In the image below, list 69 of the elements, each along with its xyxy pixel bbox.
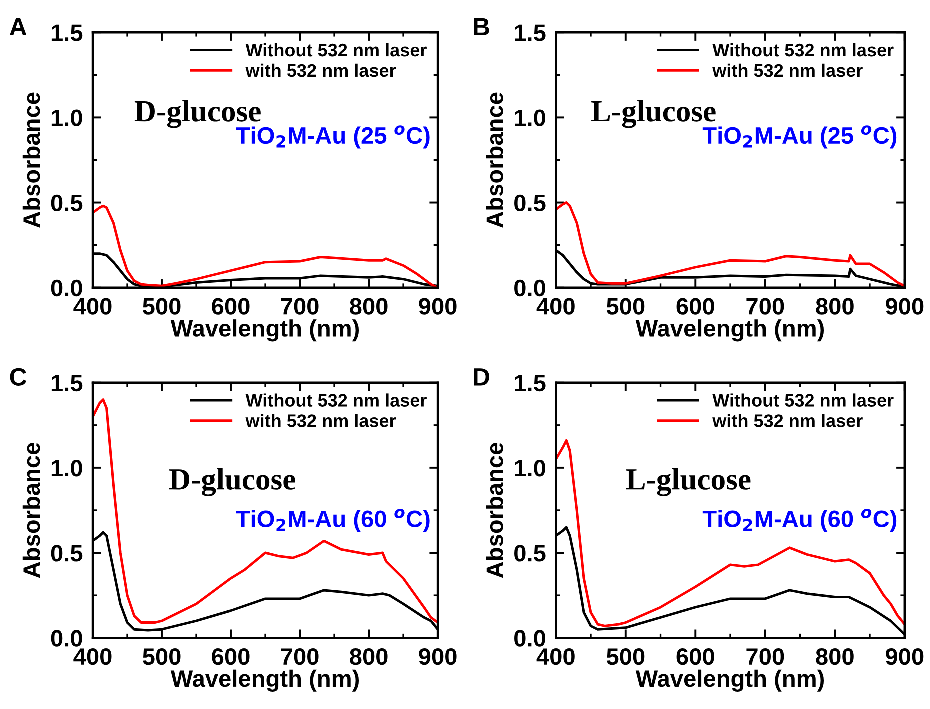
x-tick-label: 400 bbox=[536, 298, 575, 315]
chart-title: D bbox=[474, 368, 490, 386]
legend-label: with 532 nm laser bbox=[246, 414, 396, 428]
x-tick-label: 700 bbox=[281, 648, 319, 666]
y-axis-title: Absorbance bbox=[22, 92, 40, 228]
y-tick-label: 0.5 bbox=[514, 194, 546, 212]
annotation: TiO$_{2}$M-Au (60 $^{o}$C) bbox=[236, 509, 430, 532]
x-tick-label: 900 bbox=[886, 648, 924, 666]
y-tick-label: 1.0 bbox=[515, 110, 546, 126]
x-tick-label: 900 bbox=[419, 298, 457, 315]
annotation: D-glucose bbox=[134, 100, 261, 128]
line-series bbox=[556, 439, 905, 628]
legend-label: Without 532 nm laser bbox=[246, 394, 427, 407]
x-tick-label: 400 bbox=[74, 298, 112, 315]
legend-label: with 532 nm laser bbox=[712, 64, 863, 78]
x-axis-title: Wavelength (nm) bbox=[170, 320, 360, 342]
annotation: D-glucose bbox=[169, 468, 296, 496]
annotation: TiO$_{2}$M-Au (25 $^{o}$C) bbox=[236, 126, 430, 149]
x-tick-label: 500 bbox=[143, 298, 181, 315]
y-tick-label: 1.5 bbox=[515, 375, 546, 392]
annotation: L-glucose bbox=[626, 468, 751, 496]
y-tick-label: 1.0 bbox=[515, 460, 546, 477]
y-tick-label: 0.0 bbox=[51, 630, 82, 647]
x-tick-label: 800 bbox=[816, 648, 854, 666]
x-tick-label: 900 bbox=[419, 648, 457, 666]
chart-title: C bbox=[10, 368, 27, 386]
y-tick-label: 1.0 bbox=[52, 460, 82, 477]
y-tick-label: 0.5 bbox=[514, 545, 546, 562]
x-tick-label: 700 bbox=[746, 648, 784, 666]
y-tick-label: 0.5 bbox=[51, 545, 83, 562]
annotation: L-glucose bbox=[592, 100, 716, 128]
x-axis-title: Wavelength (nm) bbox=[636, 320, 824, 342]
y-tick-label: 0.0 bbox=[514, 280, 546, 297]
y-tick-label: 0.0 bbox=[51, 280, 82, 297]
x-tick-label: 500 bbox=[606, 298, 645, 315]
x-tick-label: 600 bbox=[212, 298, 250, 315]
y-tick-label: 0.0 bbox=[514, 630, 546, 647]
chart-title: A bbox=[10, 18, 27, 36]
x-tick-label: 600 bbox=[212, 648, 250, 666]
y-axis-title: Absorbance bbox=[486, 443, 504, 578]
x-tick-label: 800 bbox=[350, 648, 388, 666]
legend-label: Without 532 nm laser bbox=[712, 43, 894, 57]
x-tick-label: 500 bbox=[143, 648, 181, 666]
y-tick-label: 1.5 bbox=[515, 24, 546, 42]
x-tick-label: 700 bbox=[746, 298, 784, 315]
x-tick-label: 400 bbox=[74, 648, 112, 666]
x-tick-label: 600 bbox=[676, 648, 714, 666]
x-tick-label: 800 bbox=[816, 298, 854, 315]
annotation: TiO$_{2}$M-Au (60 $^{o}$C) bbox=[702, 509, 897, 532]
legend-label: Without 532 nm laser bbox=[712, 394, 894, 407]
annotation: TiO$_{2}$M-Au (25 $^{o}$C) bbox=[702, 126, 897, 149]
y-tick-label: 1.5 bbox=[52, 24, 83, 42]
x-tick-label: 700 bbox=[281, 298, 319, 315]
y-axis-title: Absorbance bbox=[22, 443, 40, 578]
y-tick-label: 1.0 bbox=[52, 110, 82, 126]
x-tick-label: 800 bbox=[350, 298, 388, 315]
x-tick-label: 500 bbox=[606, 648, 645, 666]
x-axis-title: Wavelength (nm) bbox=[636, 670, 824, 692]
legend-label: Without 532 nm laser bbox=[246, 43, 427, 57]
y-tick-label: 0.5 bbox=[51, 194, 83, 212]
y-axis-title: Absorbance bbox=[486, 92, 504, 228]
legend-label: with 532 nm laser bbox=[246, 64, 396, 78]
x-tick-label: 900 bbox=[886, 298, 924, 315]
chart-title: B bbox=[474, 18, 490, 36]
x-axis-title: Wavelength (nm) bbox=[170, 670, 360, 692]
legend-label: with 532 nm laser bbox=[712, 414, 863, 428]
x-tick-label: 400 bbox=[536, 648, 575, 666]
y-tick-label: 1.5 bbox=[52, 375, 83, 392]
x-tick-label: 600 bbox=[676, 298, 714, 315]
